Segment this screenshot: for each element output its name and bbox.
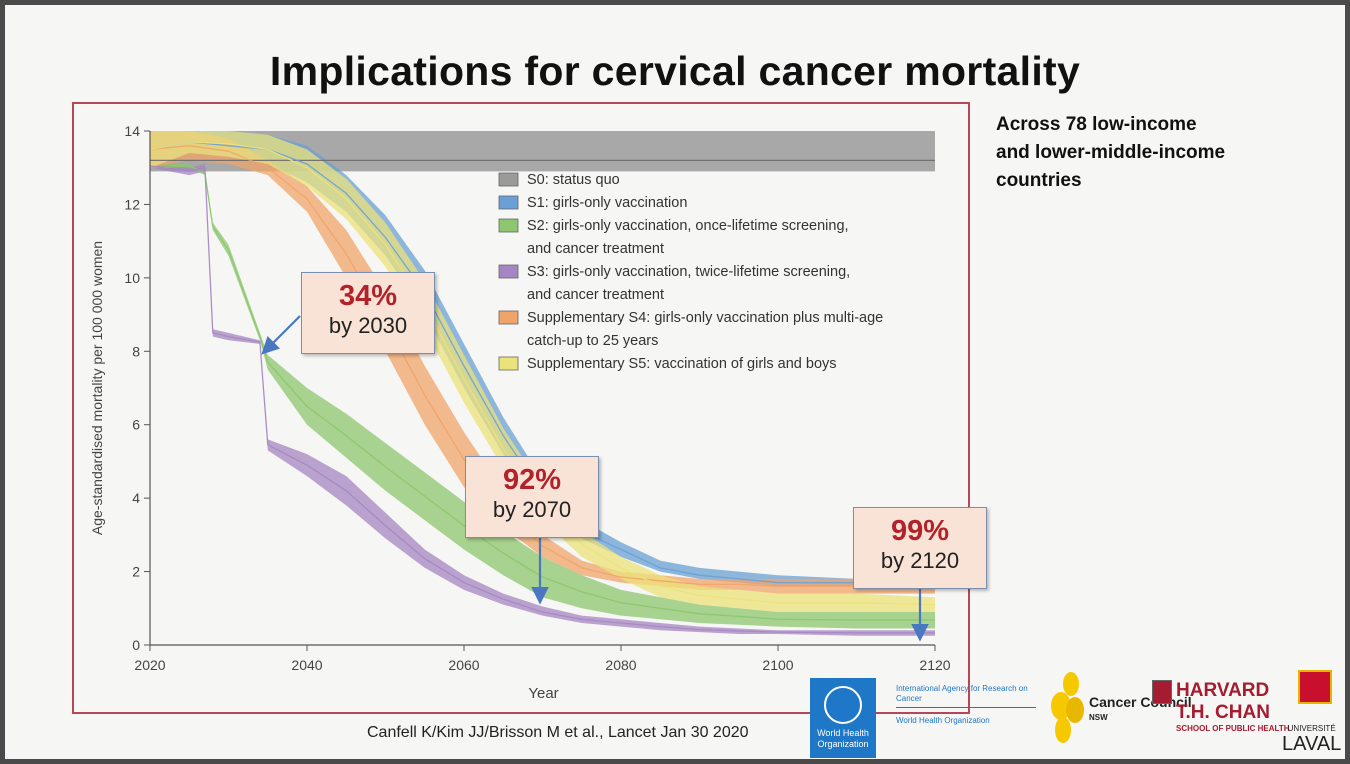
legend-label: S1: girls-only vaccination [527, 195, 687, 211]
chart-frame [72, 102, 970, 714]
y-tick-label: 12 [124, 196, 140, 212]
legend-swatch [498, 218, 519, 233]
callout-2030: 34% by 2030 [301, 272, 435, 354]
harvard-shield-icon [1152, 680, 1172, 704]
slide-title: Implications for cervical cancer mortali… [269, 48, 1081, 94]
median-line-series-2 [149, 165, 935, 621]
harvard-text-1: HARVARD [1176, 680, 1270, 701]
y-tick-label: 4 [132, 490, 140, 506]
x-axis-label: Year [528, 685, 558, 702]
callout-percent: 34% [338, 280, 398, 312]
y-tick-label: 2 [132, 564, 140, 580]
callout-year: by 2070 [492, 497, 572, 522]
logo-strip: World Health Organization International … [808, 670, 1348, 760]
who-logo-text: World Health Organization [817, 728, 869, 749]
harvard-logo: HARVARD T.H. CHAN SCHOOL OF PUBLIC HEALT… [1176, 680, 1289, 734]
iarc-logo-text: International Agency for Research on Can… [896, 684, 1028, 703]
y-tick-label: 8 [132, 343, 140, 359]
legend-label: S0: status quo [527, 172, 620, 188]
legend-label: Supplementary S5: vaccination of girls a… [527, 356, 837, 372]
iarc-who-text: World Health Organization [896, 716, 990, 725]
legend-swatch [498, 195, 519, 210]
x-tick-label: 2120 [919, 657, 950, 673]
daffodil-icon [1051, 672, 1084, 743]
axes: 0 2 4 6 8 10 12 14 2020 2040 2060 2080 2100 2120 Year A… [89, 123, 951, 702]
y-tick-label: 10 [124, 270, 140, 286]
median-line-series-3 [149, 165, 935, 634]
iarc-logo: International Agency for Research on Can… [896, 684, 1036, 726]
legend: S0: status quo S1: girls-only vaccination… [498, 172, 883, 372]
side-note: Across 78 low-income and lower-middle-in… [996, 114, 1226, 191]
legend-swatch [498, 264, 519, 279]
cancer-council-sub: NSW [1089, 713, 1108, 722]
y-tick-label: 14 [124, 123, 140, 139]
band-series-2 [150, 164, 935, 629]
legend-label: Supplementary S4: girls-only vaccination… [527, 310, 883, 349]
callout-year: by 2030 [328, 313, 408, 338]
citation: Canfell K/Kim JJ/Brisson M et al., Lance… [367, 724, 749, 741]
callout-2120: 99% by 2120 [853, 507, 987, 589]
callout-year: by 2120 [880, 548, 960, 573]
callout-percent: 99% [890, 515, 950, 547]
legend-label: S3: girls-only vaccination, twice-lifeti… [527, 264, 850, 303]
laval-text-1: UNIVERSITÉ [1287, 724, 1336, 733]
median-line-series-5 [149, 141, 936, 606]
legend-label: S2: girls-only vaccination, once-lifetim… [527, 218, 849, 257]
x-tick-label: 2020 [134, 657, 165, 673]
x-tick-label: 2040 [291, 657, 322, 673]
band-series-4 [150, 131, 935, 594]
callout-2070: 92% by 2070 [465, 456, 599, 538]
laval-logo: UNIVERSITÉ LAVAL [1282, 724, 1341, 755]
who-logo: World Health Organization [810, 678, 876, 758]
harvard-text-3: SCHOOL OF PUBLIC HEALTH [1176, 724, 1290, 733]
x-tick-label: 2100 [762, 657, 793, 673]
legend-swatch [498, 310, 519, 325]
callout-arrows [261, 315, 929, 642]
who-globe-icon [824, 686, 862, 724]
legend-swatch [498, 356, 519, 371]
slide [5, 5, 1345, 759]
x-tick-label: 2060 [448, 657, 479, 673]
y-axis-label: Age-standardised mortality per 100 000 w… [89, 241, 105, 535]
callout-arrow [261, 315, 301, 355]
x-tick-label: 2080 [605, 657, 636, 673]
legend-swatch [498, 172, 519, 187]
harvard-text-2: T.H. CHAN [1176, 702, 1270, 723]
callout-percent: 92% [502, 464, 562, 496]
band-series-0 [150, 131, 935, 172]
y-tick-label: 0 [132, 637, 140, 653]
y-tick-label: 6 [132, 417, 140, 433]
laval-text-2: LAVAL [1282, 733, 1342, 755]
laval-shield-icon [1298, 670, 1332, 704]
